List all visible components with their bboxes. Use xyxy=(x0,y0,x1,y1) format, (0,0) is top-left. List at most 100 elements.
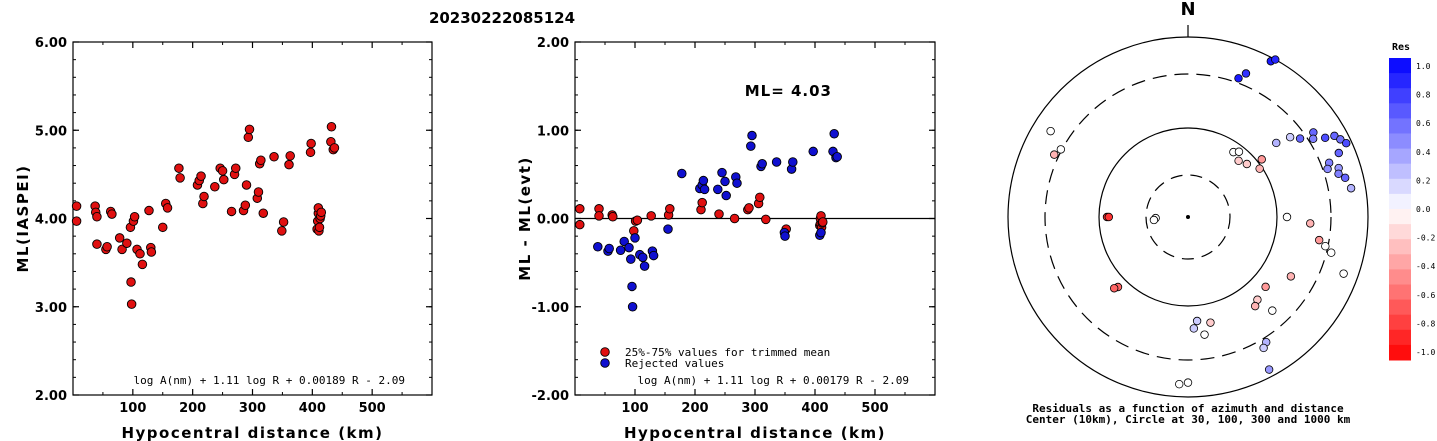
rejected-point xyxy=(627,281,637,292)
rejected-point xyxy=(816,227,826,238)
ml-vs-distance-panel: 100 200 300 400 500 2.00 3.00 4.00 5.00 6.00 Hypoc… xyxy=(14,36,433,441)
residual-colorbar: Res 1.0 0.8 0.6 0.4 0.2 0.0 -0.2 -0.4 -0.6 -0.8 -1.… xyxy=(1389,42,1435,361)
accepted-point xyxy=(665,204,675,214)
data-point xyxy=(241,180,252,190)
data-point xyxy=(114,233,125,243)
y-axis-label: ML(IASPEI) xyxy=(14,164,32,272)
rejected-point xyxy=(713,184,723,195)
station-point xyxy=(1206,318,1215,327)
rejected-point xyxy=(721,190,731,201)
data-point xyxy=(305,147,316,158)
rejected-point xyxy=(746,141,756,151)
y-tick-label: 1.00 xyxy=(537,124,569,139)
formula-label: log A(nm) + 1.11 log R + 0.00179 R - 2.0… xyxy=(637,374,909,387)
y-tick-label: -1.00 xyxy=(532,301,569,316)
station-point xyxy=(1306,219,1315,228)
colorbar-tick-label: 0.6 xyxy=(1416,119,1431,128)
y-tick-label: 2.00 xyxy=(35,389,67,404)
colorbar-segment xyxy=(1389,284,1411,301)
station-point xyxy=(1321,241,1330,251)
station-point xyxy=(1286,272,1296,281)
rejected-point xyxy=(604,243,614,254)
x-axis-label: Hypocentral distance (km) xyxy=(624,424,886,441)
plot-frame xyxy=(72,41,433,396)
data-point xyxy=(244,124,255,135)
x-tick-label: 500 xyxy=(359,401,386,416)
data-point xyxy=(256,155,266,166)
rejected-point xyxy=(720,176,730,187)
station-point xyxy=(1104,212,1113,222)
data-point xyxy=(92,211,102,222)
station-point xyxy=(1175,379,1184,389)
accepted-point xyxy=(818,217,828,227)
data-point xyxy=(253,187,264,197)
rejected-point xyxy=(717,167,727,178)
data-point xyxy=(329,143,340,153)
data-point xyxy=(326,121,337,132)
data-point xyxy=(316,207,327,218)
data-point xyxy=(175,173,185,183)
rejected-point xyxy=(627,302,638,312)
data-point xyxy=(284,159,294,170)
center-dot xyxy=(1186,215,1190,219)
data-point xyxy=(144,205,154,216)
y-tick-label: 0.00 xyxy=(537,213,569,228)
station-point xyxy=(1339,269,1348,278)
station-point xyxy=(1314,235,1324,245)
station-point xyxy=(1272,138,1281,148)
data-point xyxy=(137,259,148,270)
figure-title: 20230222085124 xyxy=(429,9,575,27)
station-point xyxy=(1242,159,1252,169)
polar-caption-line2: Center (10km), Circle at 30, 100, 300 an… xyxy=(1026,413,1351,426)
colorbar-tick-label: 0.2 xyxy=(1416,176,1431,185)
rejected-point xyxy=(808,146,818,157)
colorbar-tick-label: -0.6 xyxy=(1416,291,1435,300)
station-point xyxy=(1334,169,1343,179)
rejected-point xyxy=(780,231,790,241)
x-tick-label: 100 xyxy=(119,401,146,416)
data-point xyxy=(71,216,82,226)
station-point xyxy=(1336,135,1345,144)
colorbar-tick-label: -1.0 xyxy=(1416,348,1435,357)
data-point xyxy=(157,222,168,233)
legend-label: Rejected values xyxy=(625,357,724,370)
data-point xyxy=(258,208,269,218)
x-tick-label: 500 xyxy=(861,401,888,416)
station-point xyxy=(1268,306,1277,315)
colorbar-segment xyxy=(1389,329,1411,346)
colorbar-segment xyxy=(1389,88,1411,104)
data-point xyxy=(219,174,229,185)
station-point xyxy=(1149,215,1159,225)
rejected-point xyxy=(771,157,782,167)
x-tick-label: 200 xyxy=(681,401,708,416)
station-point xyxy=(1261,282,1270,292)
station-point xyxy=(1320,133,1330,142)
station-point xyxy=(1285,133,1295,142)
data-point xyxy=(174,163,184,173)
colorbar-segment xyxy=(1389,73,1411,89)
data-point xyxy=(285,151,295,161)
rejected-point xyxy=(699,184,710,195)
colorbar-tick-label: 0.8 xyxy=(1416,91,1431,100)
station-point xyxy=(1323,164,1332,174)
data-point xyxy=(135,249,145,259)
circle-100km xyxy=(1098,127,1278,307)
polar-caption-line1: Residuals as a function of azimuth and d… xyxy=(1032,402,1344,415)
colorbar-segment xyxy=(1389,133,1411,150)
station-point xyxy=(1308,134,1318,143)
azimuth-polar-panel: N Residuals as a function of azimuth and … xyxy=(1007,0,1369,426)
colorbar-segment xyxy=(1389,103,1411,119)
accepted-point xyxy=(594,211,604,221)
colorbar-tick-label: 0.4 xyxy=(1416,148,1431,157)
station-point xyxy=(1183,378,1193,387)
accepted-point xyxy=(632,215,643,226)
data-point xyxy=(162,203,173,213)
colorbar-segment xyxy=(1389,269,1411,285)
y-tick-label: 2.00 xyxy=(537,36,569,51)
accepted-point xyxy=(729,213,740,224)
station-point xyxy=(1189,324,1199,333)
data-point xyxy=(199,191,209,202)
colorbar-segment xyxy=(1389,314,1411,331)
station-point xyxy=(1282,212,1292,222)
